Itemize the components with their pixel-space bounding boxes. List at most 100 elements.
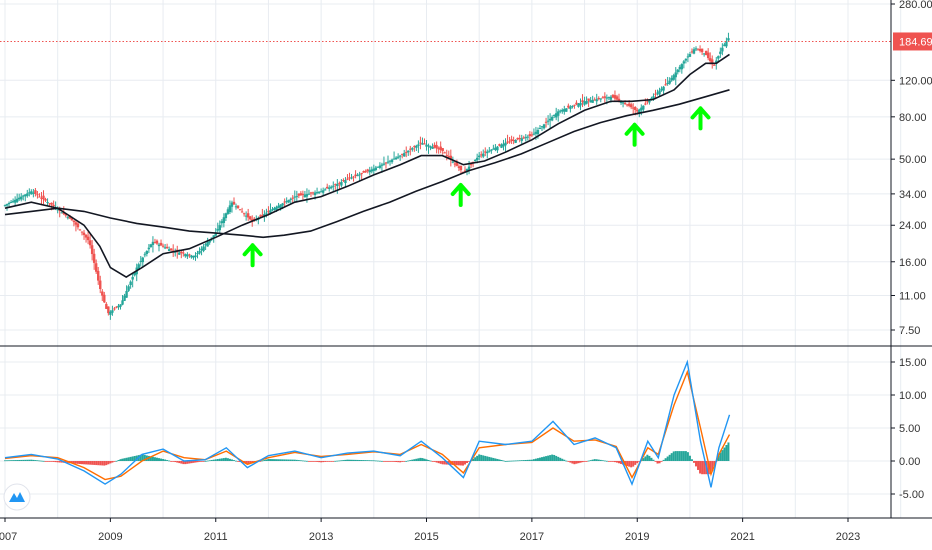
candle-body xyxy=(368,170,371,173)
candle-body xyxy=(184,254,187,257)
candle-body xyxy=(405,151,408,153)
macd-histogram-bar xyxy=(328,461,331,462)
candle-body xyxy=(524,137,527,139)
candle-body xyxy=(202,246,205,251)
macd-histogram-bar xyxy=(358,459,361,461)
candle-body xyxy=(721,47,724,52)
candle-body xyxy=(613,95,617,99)
x-tick-label: 2023 xyxy=(836,531,860,543)
candle-body xyxy=(218,225,222,231)
macd-histogram-bar xyxy=(494,458,497,461)
macd-histogram-bar xyxy=(87,461,90,465)
macd-histogram-bar xyxy=(508,460,511,462)
candle-body xyxy=(713,64,716,66)
candle-body xyxy=(289,198,292,200)
macd-histogram-bar xyxy=(407,460,410,462)
candle-body xyxy=(279,204,282,209)
candle-body xyxy=(180,251,183,254)
macd-histogram-bar xyxy=(143,455,146,461)
macd-histogram-bar xyxy=(348,459,351,461)
tradingview-logo-icon[interactable] xyxy=(3,483,31,511)
candle-body xyxy=(585,100,588,104)
candle-body xyxy=(56,209,59,211)
candle-body xyxy=(475,157,479,160)
macd-histogram-bar xyxy=(263,460,266,461)
macd-histogram-bar xyxy=(342,460,345,461)
macd-histogram-bar xyxy=(269,459,272,461)
candle-body xyxy=(403,153,406,157)
macd-histogram-bar xyxy=(135,455,138,461)
macd-histogram-bar xyxy=(340,460,343,462)
candle-body xyxy=(224,213,228,219)
candle-body xyxy=(129,281,132,286)
candle-body xyxy=(670,77,673,81)
macd-histogram-bar xyxy=(184,461,187,465)
macd-histogram-bar xyxy=(401,461,404,462)
macd-y-tick-label: 0.00 xyxy=(899,456,920,468)
macd-histogram-bar xyxy=(670,453,673,461)
macd-histogram-bar xyxy=(180,461,183,464)
candle-body xyxy=(658,90,661,95)
candle-body xyxy=(13,199,17,203)
macd-histogram-bar xyxy=(423,458,426,461)
macd-histogram-bar xyxy=(672,451,675,461)
candle-body xyxy=(149,244,153,248)
macd-histogram-bar xyxy=(50,461,53,462)
candle-body xyxy=(311,192,315,194)
macd-histogram-bar xyxy=(139,454,142,461)
candle-body xyxy=(356,175,359,177)
macd-histogram-bar xyxy=(131,456,134,461)
macd-histogram-bar xyxy=(196,461,199,463)
candle-body xyxy=(595,99,598,102)
x-tick-label: 2015 xyxy=(414,531,438,543)
macd-histogram-bar xyxy=(350,459,353,461)
macd-histogram-bar xyxy=(692,461,695,463)
macd-histogram-bar xyxy=(301,460,304,462)
macd-histogram-bar xyxy=(166,460,169,461)
macd-histogram-bar xyxy=(338,460,341,462)
macd-histogram-bar xyxy=(16,460,19,461)
macd-histogram-bar xyxy=(569,461,572,463)
candle-body xyxy=(9,201,13,203)
macd-histogram-bar xyxy=(599,459,602,461)
macd-histogram-bar xyxy=(283,459,286,461)
candle-body xyxy=(228,205,232,213)
candle-body xyxy=(86,236,90,241)
candle-body xyxy=(512,139,515,141)
macd-histogram-bar xyxy=(721,450,724,461)
candle-body xyxy=(326,186,329,189)
macd-histogram-bar xyxy=(690,459,693,461)
macd-histogram-bar xyxy=(534,458,537,461)
macd-histogram-bar xyxy=(151,456,154,461)
candle-body xyxy=(236,205,240,209)
candle-body xyxy=(309,192,313,194)
candle-body xyxy=(281,203,284,206)
x-tick-label: 2021 xyxy=(730,531,754,543)
candle-body xyxy=(711,59,714,65)
y-tick-label: 120.00 xyxy=(899,75,932,87)
macd-histogram-bar xyxy=(518,460,521,462)
macd-histogram-bar xyxy=(591,459,594,461)
candle-body xyxy=(76,223,80,228)
macd-histogram-bar xyxy=(707,461,710,475)
macd-histogram-bar xyxy=(711,461,714,472)
candle-body xyxy=(607,97,611,99)
macd-histogram-bar xyxy=(58,461,61,463)
candle-body xyxy=(192,256,195,258)
candle-body xyxy=(285,201,288,203)
macd-histogram-bar xyxy=(168,460,171,462)
candle-body xyxy=(642,105,645,110)
macd-histogram-bar xyxy=(72,461,75,464)
candle-body xyxy=(480,154,483,156)
macd-histogram-bar xyxy=(557,456,560,461)
candle-body xyxy=(40,197,43,199)
macd-histogram-bar xyxy=(334,460,337,462)
candle-body xyxy=(338,182,341,184)
macd-histogram-bar xyxy=(89,461,92,465)
macd-histogram-bar xyxy=(202,461,205,462)
macd-histogram-bar xyxy=(474,457,477,461)
macd-histogram-bar xyxy=(585,461,588,462)
candle-body xyxy=(378,165,382,168)
macd-histogram-bar xyxy=(42,460,45,462)
candle-body xyxy=(70,218,74,221)
